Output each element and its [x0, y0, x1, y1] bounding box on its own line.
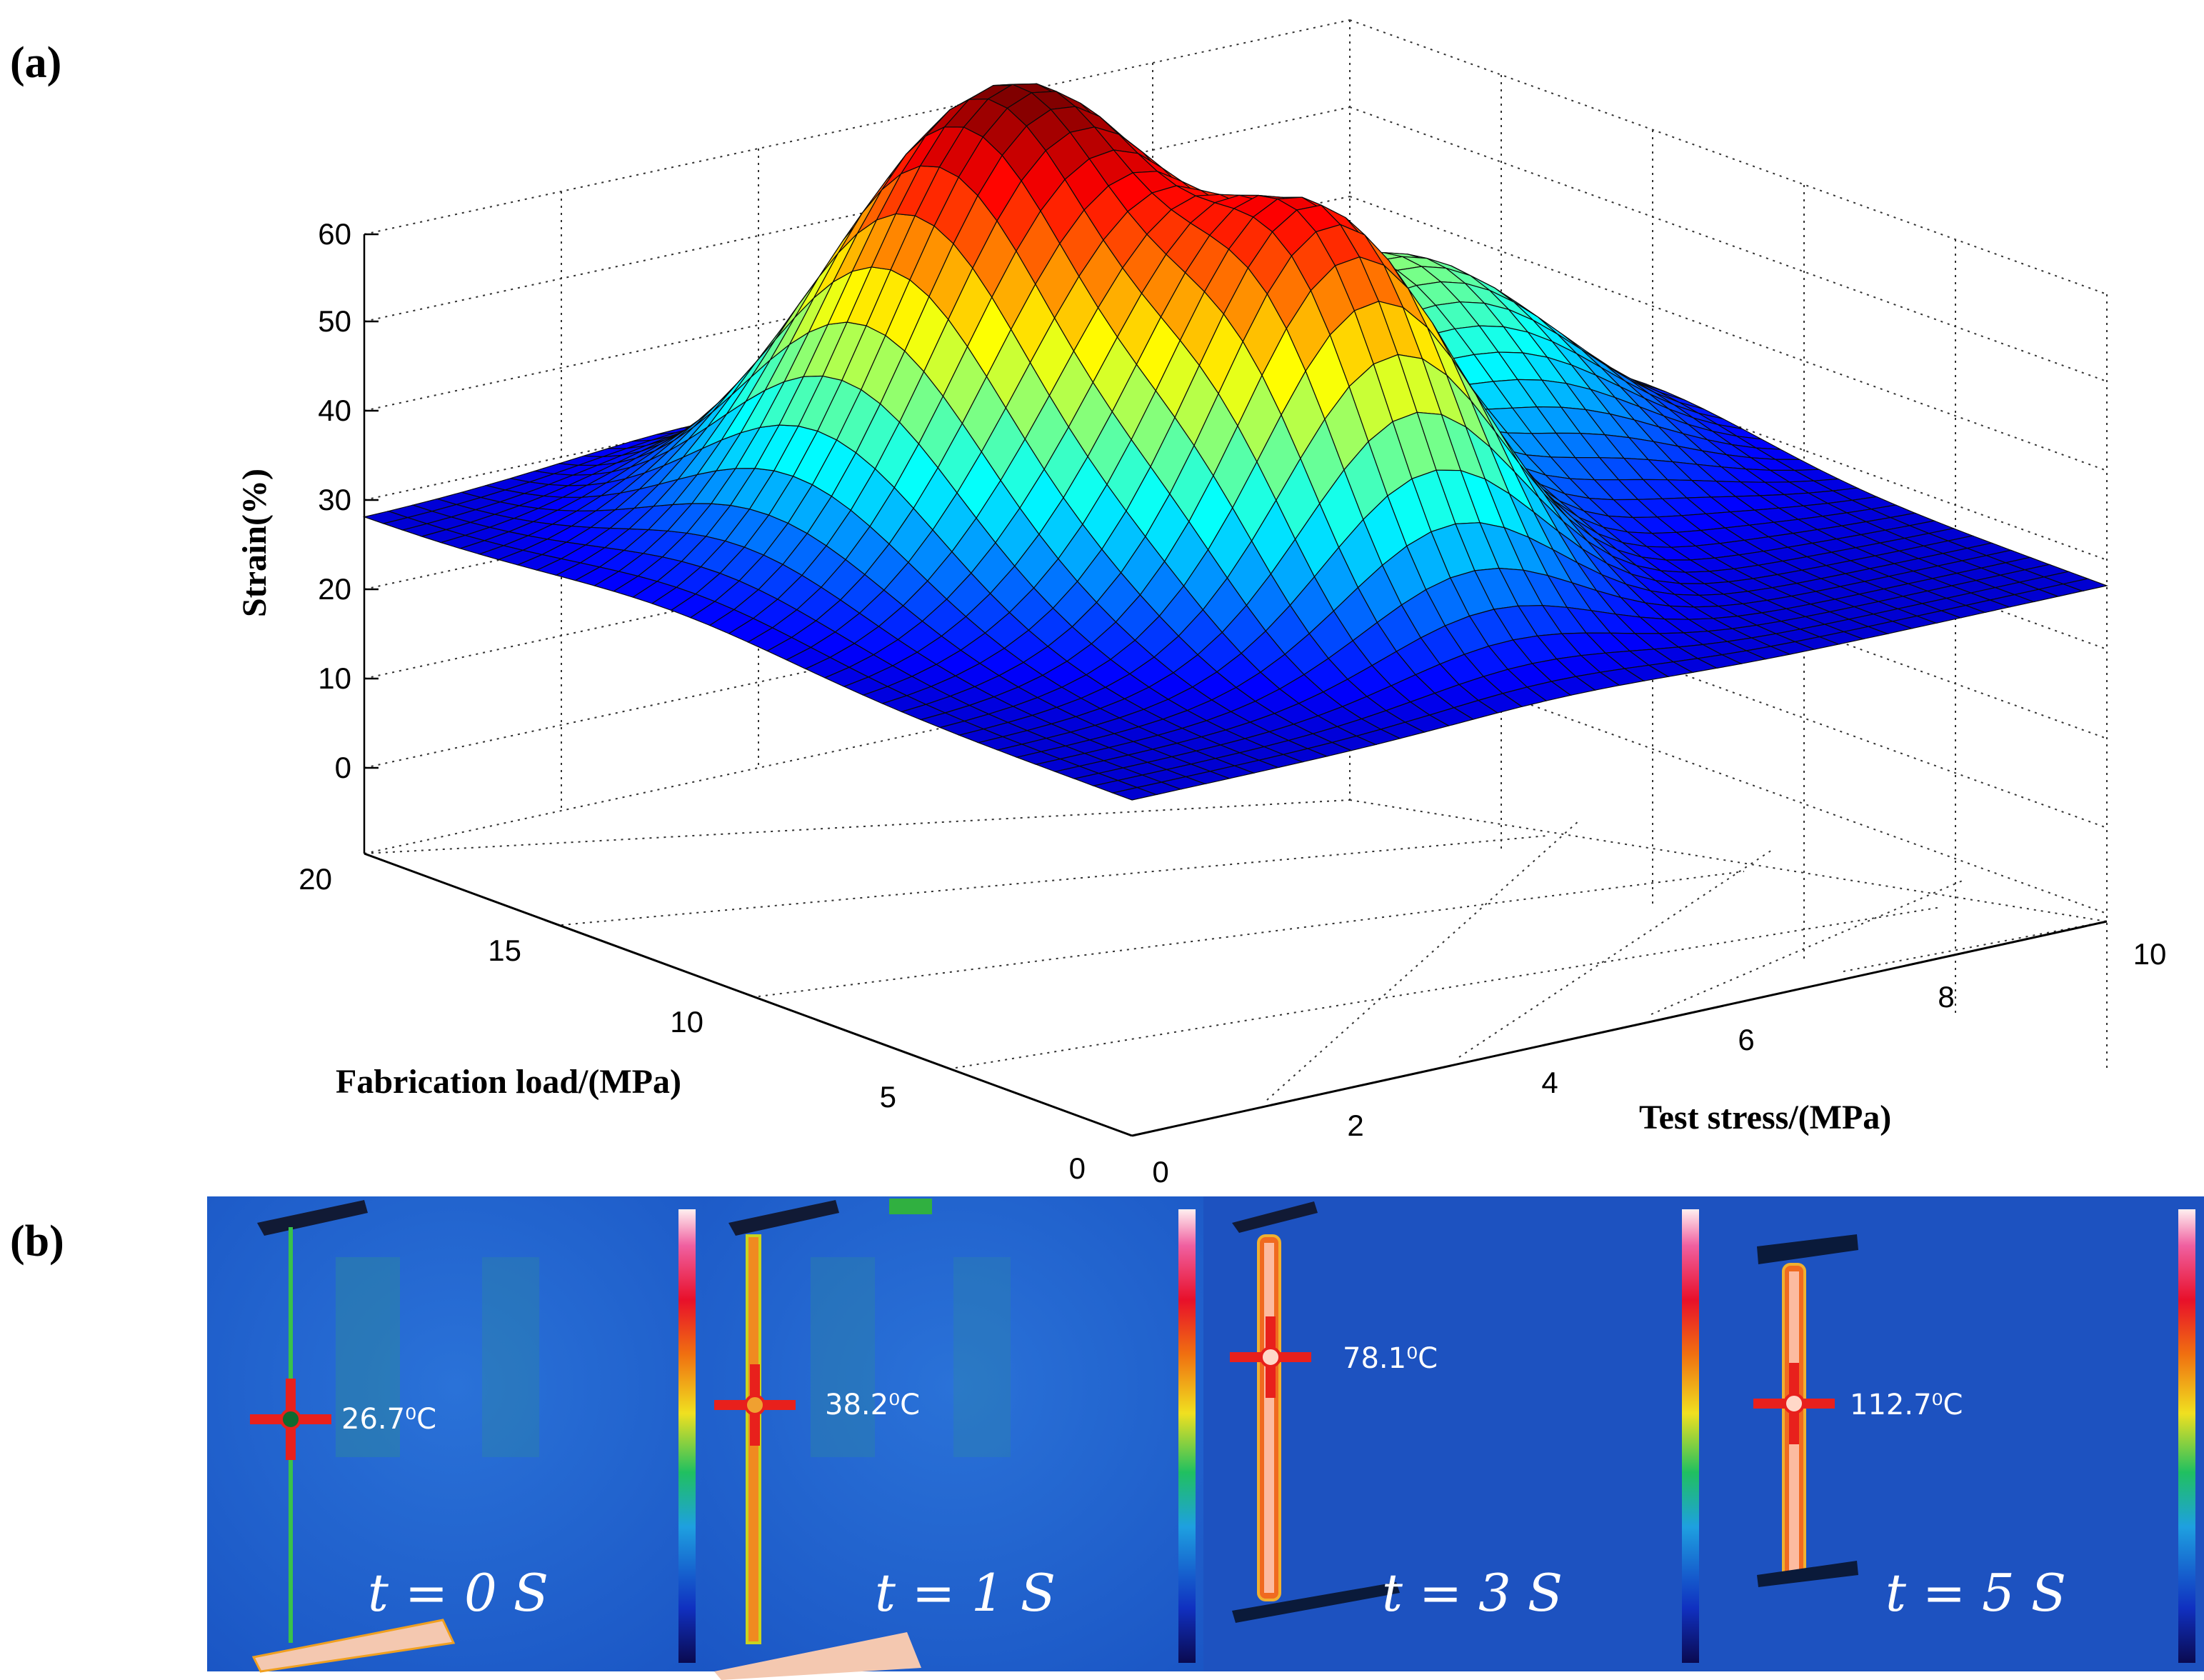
thermal-frame-bg: [1203, 1196, 1703, 1671]
chart-3d-box: [363, 19, 2108, 1137]
time-label: t = 3 S: [1382, 1563, 1563, 1623]
z-tick-label: 30: [318, 483, 351, 516]
y-tick-label: 0: [1069, 1151, 1086, 1185]
color-scale-bar: [1178, 1209, 1196, 1663]
color-scale-bar: [1682, 1209, 1699, 1663]
thermal-frame-2: 38.2⁰C t = 1 S: [703, 1196, 1203, 1680]
crosshair-icon: [250, 1379, 331, 1460]
temperature-readout: 26.7⁰C: [341, 1403, 436, 1436]
color-scale-bar: [2178, 1209, 2195, 1663]
z-tick-label: 20: [318, 572, 351, 606]
y-axis-title: Fabrication load/(MPa): [336, 1063, 681, 1101]
crosshair-icon: [1230, 1316, 1311, 1398]
clamp-bottom: [1757, 1561, 1858, 1587]
thermal-strip: 26.7⁰C t = 0 S 38.2⁰C t = 1 S: [207, 1196, 2204, 1680]
temperature-readout: 38.2⁰C: [825, 1389, 920, 1421]
crosshair-icon: [1753, 1363, 1835, 1444]
y-tick-label: 15: [488, 934, 521, 967]
strain-surface: [362, 83, 2109, 801]
panel-b-label: (b): [10, 1217, 64, 1266]
thermal-frame-1: 26.7⁰C t = 0 S: [207, 1196, 703, 1673]
thermal-frame-4: 112.7⁰C t = 5 S: [1703, 1196, 2204, 1671]
panel-a-label: (a): [10, 39, 61, 87]
z-axis-title: Strain(%): [236, 469, 274, 617]
clamp-bottom: [714, 1632, 921, 1680]
x-tick-label: 2: [1347, 1109, 1363, 1142]
y-tick-label: 5: [880, 1080, 896, 1114]
crosshair-icon: [714, 1364, 796, 1446]
clamp-bottom: [1232, 1582, 1400, 1623]
x-tick-labels: 0 2 4 6 8 10: [1152, 937, 2166, 1189]
z-tick-label: 0: [335, 751, 351, 784]
time-label: t = 0 S: [368, 1563, 549, 1623]
z-tick-label: 60: [318, 217, 351, 251]
x-tick-label: 0: [1152, 1155, 1168, 1189]
clamp-bottom: [251, 1619, 456, 1673]
z-tick-label: 50: [318, 304, 351, 338]
surface-facet: [2061, 578, 2109, 592]
z-tick-labels: 60 50 40 30 20 10 0: [318, 217, 351, 784]
time-label: t = 5 S: [1885, 1563, 2066, 1623]
z-tick-label: 10: [318, 661, 351, 695]
y-tick-labels: 20 15 10 5 0: [299, 862, 1086, 1185]
x-axis-title: Test stress/(MPa): [1639, 1099, 1891, 1136]
x-tick-label: 8: [1938, 980, 1954, 1014]
x-tick-label: 10: [2133, 937, 2167, 971]
y-tick-label: 10: [670, 1005, 703, 1039]
clamp-top: [728, 1200, 839, 1236]
color-scale-bar: [678, 1209, 696, 1663]
z-tick-label: 40: [318, 394, 351, 427]
temperature-readout: 112.7⁰C: [1850, 1389, 1963, 1421]
y-tick-label: 20: [299, 862, 332, 896]
x-tick-label: 6: [1738, 1023, 1754, 1056]
time-label: t = 1 S: [875, 1563, 1056, 1623]
clamp-top: [1757, 1234, 1858, 1264]
clamp-top: [1232, 1201, 1318, 1233]
x-tick-label: 4: [1541, 1066, 1558, 1099]
clamp-top: [257, 1200, 368, 1236]
thermal-frame-bg: [703, 1196, 1203, 1671]
thermal-frame-3: 78.1⁰C t = 3 S: [1203, 1196, 1703, 1671]
temperature-readout: 78.1⁰C: [1343, 1342, 1438, 1375]
